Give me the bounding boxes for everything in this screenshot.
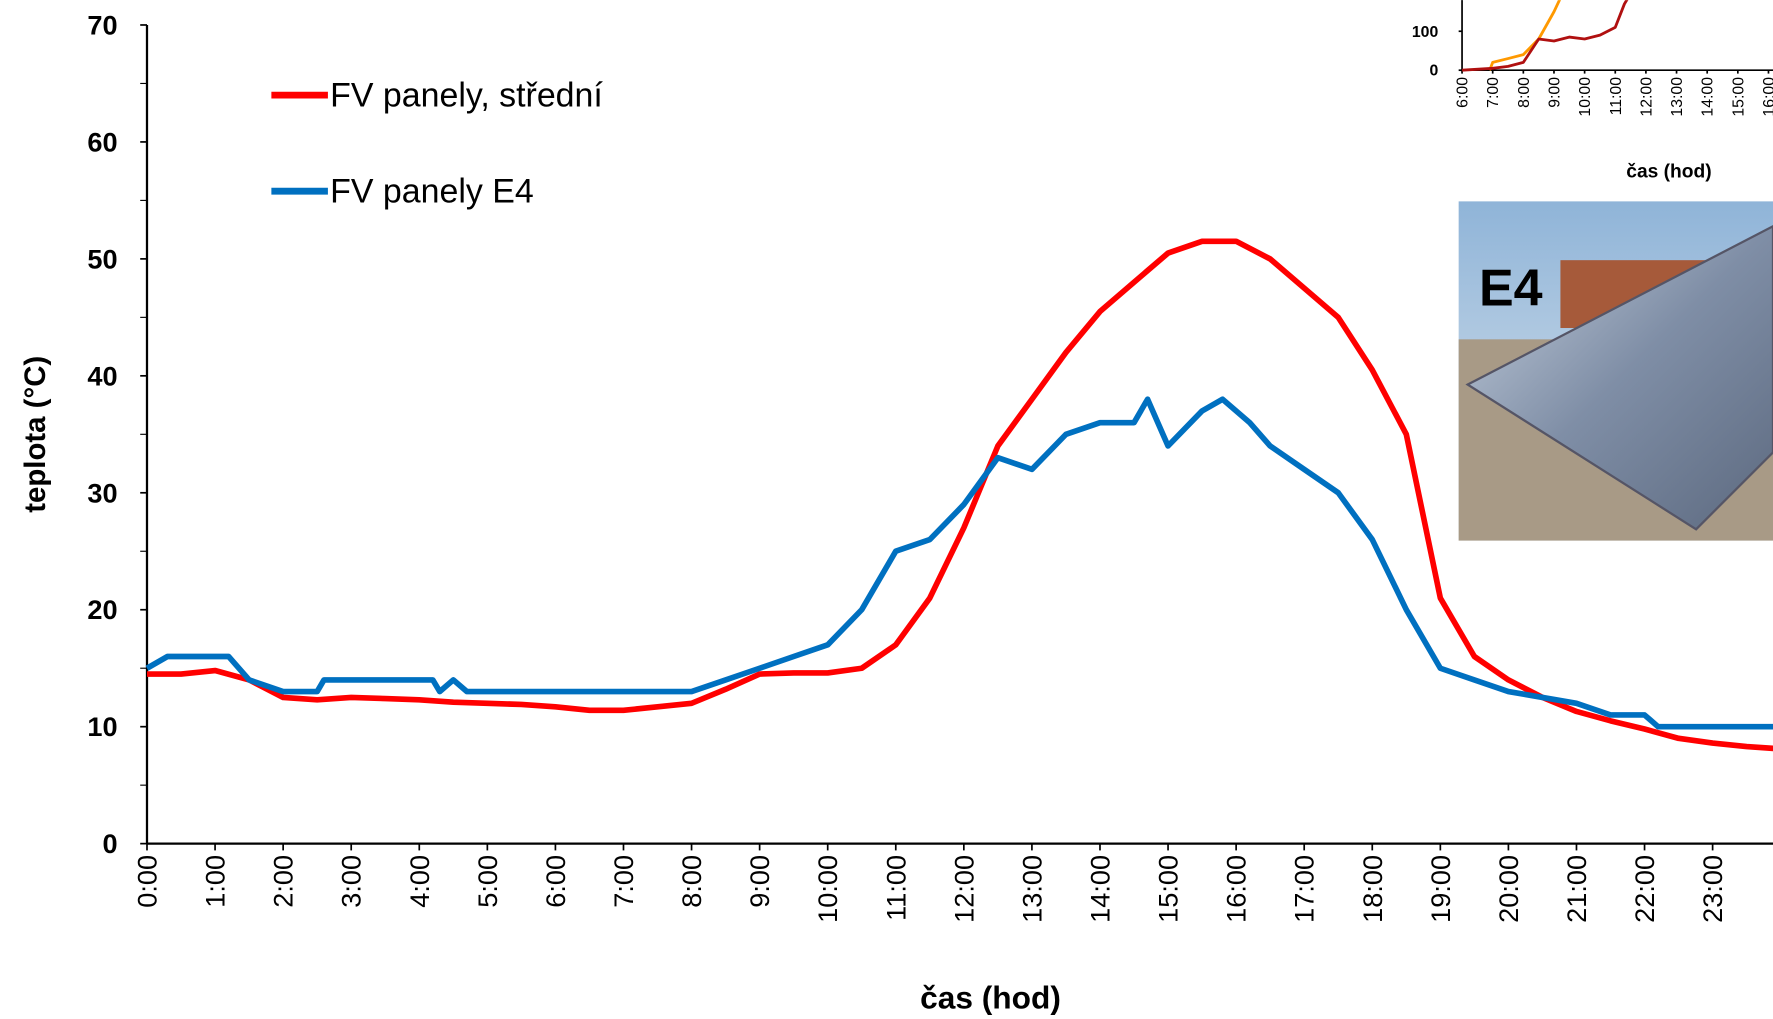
y-tick-label: 60 <box>87 126 117 157</box>
series-line <box>145 396 1773 730</box>
legend-label: FV panely E4 <box>330 173 534 211</box>
plot-area <box>1462 0 1629 72</box>
inset-x-axis-title: čas (hod) <box>1626 162 1711 183</box>
x-tick-label: 6:00 <box>1455 77 1472 108</box>
legend-label: FV panely, střední <box>330 76 603 114</box>
x-tick-label: 7:00 <box>1485 77 1502 108</box>
x-tick-label: 22:00 <box>1629 855 1660 923</box>
photo-label: E4 <box>1479 259 1543 317</box>
y-tick-label: 30 <box>87 477 117 508</box>
x-tick-label: 19:00 <box>1425 855 1456 923</box>
x-tick-label: 8:00 <box>1516 77 1533 108</box>
x-tick-label: 12:00 <box>948 855 979 923</box>
x-tick-label: 9:00 <box>744 855 775 908</box>
y-tick-label: 10 <box>87 711 117 742</box>
x-tick-label: 0:00 <box>131 855 162 908</box>
x-tick-label: 2:00 <box>268 855 299 908</box>
x-tick-label: 20:00 <box>1493 855 1524 923</box>
series-line <box>1462 0 1629 72</box>
y-tick-label: 100 <box>1412 24 1439 41</box>
x-tick-label: 15:00 <box>1153 855 1184 923</box>
series-line <box>146 238 1773 752</box>
x-tick-label: 6:00 <box>540 855 571 908</box>
x-tick-label: 14:00 <box>1700 77 1717 117</box>
x-tick-label: 21:00 <box>1561 855 1592 923</box>
y-tick-label: 20 <box>87 594 117 625</box>
x-tick-label: 10:00 <box>1577 77 1594 117</box>
plot-area <box>145 238 1773 752</box>
x-axis-title: čas (hod) <box>920 980 1061 1016</box>
x-tick-label: 12:00 <box>1638 77 1655 117</box>
x-tick-label: 14:00 <box>1084 855 1115 923</box>
y-tick-label: 0 <box>103 828 118 859</box>
y-axis-title: teplota (°C) <box>19 356 52 513</box>
x-tick-label: 3:00 <box>336 855 367 908</box>
y-tick-label: 0 <box>1429 63 1438 80</box>
series-line <box>1488 0 1562 71</box>
y-tick-label: 70 <box>87 9 117 40</box>
x-tick-label: 13:00 <box>1016 855 1047 923</box>
x-tick-label: 8:00 <box>676 855 707 908</box>
x-tick-label: 18:00 <box>1357 855 1388 923</box>
photo: E4 <box>1458 201 1773 541</box>
x-tick-label: 16:00 <box>1221 855 1252 923</box>
x-tick-label: 7:00 <box>608 855 639 908</box>
y-tick-label: 40 <box>87 360 117 391</box>
y-tick-label: 50 <box>87 243 117 274</box>
x-tick-label: 16:00 <box>1761 77 1773 117</box>
x-tick-label: 11:00 <box>880 855 911 921</box>
x-tick-label: 11:00 <box>1608 77 1625 116</box>
x-tick-label: 10:00 <box>812 855 843 923</box>
x-tick-label: 15:00 <box>1730 77 1747 117</box>
x-tick-label: 9:00 <box>1547 77 1564 108</box>
x-tick-label: 5:00 <box>472 855 503 908</box>
x-tick-label: 23:00 <box>1697 855 1728 923</box>
x-tick-label: 4:00 <box>404 855 435 908</box>
x-tick-label: 1:00 <box>200 855 231 908</box>
x-tick-label: 17:00 <box>1289 855 1320 923</box>
x-tick-label: 13:00 <box>1669 77 1686 117</box>
